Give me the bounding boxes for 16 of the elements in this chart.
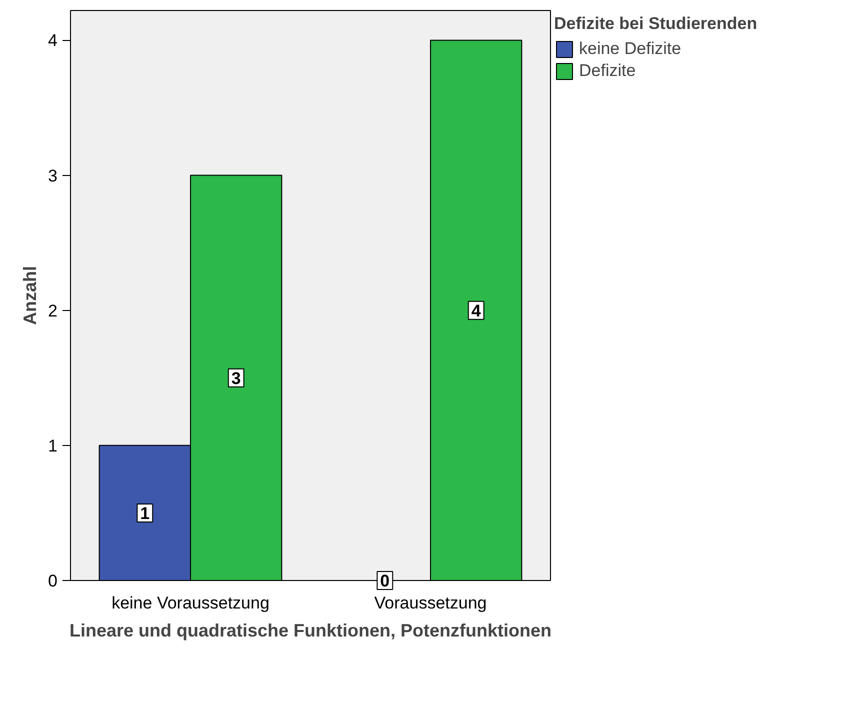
data-label: 1 [140,504,150,523]
y-tick-label: 4 [48,31,58,50]
y-tick-label: 0 [48,572,58,590]
y-tick-label: 3 [48,166,58,186]
y-axis-title: Anzahl [20,266,40,325]
x-tick-label: Voraussetzung [374,594,487,612]
y-tick-label: 2 [48,301,58,320]
y-tick-label: 1 [48,436,58,456]
data-label: 0 [380,572,390,590]
x-tick-label: keine Voraussetzung [112,594,270,612]
x-axis-title: Lineare und quadratische Funktionen, Potenzfunktionen [69,620,552,640]
legend-label: Defizite [579,61,636,81]
data-label: 3 [231,368,241,388]
legend-label: keine Defizite [579,39,682,59]
legend-title: Defizite bei Studierenden [554,14,758,34]
data-label: 4 [471,301,482,320]
